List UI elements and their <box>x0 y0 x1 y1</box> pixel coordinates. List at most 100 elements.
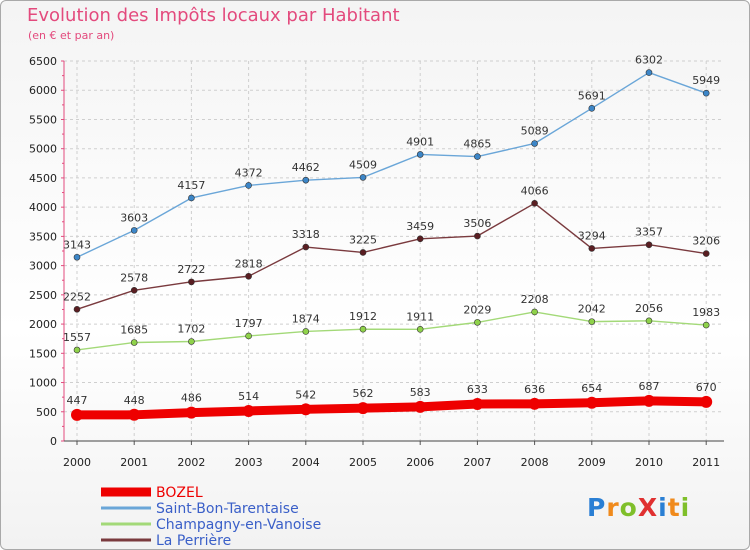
data-labels: 3143 3603 4157 4372 4462 4509 4901 4865 5089 5691… <box>63 54 720 407</box>
y-tick-label: 3500 <box>29 230 57 243</box>
data-point <box>357 402 369 415</box>
logo-letter: r <box>606 493 620 522</box>
data-point <box>700 395 713 408</box>
data-point <box>531 199 538 207</box>
x-tick-label: 2000 <box>63 456 91 469</box>
y-tick-label: 5500 <box>29 113 57 126</box>
data-point <box>73 346 81 354</box>
data-point <box>588 104 596 112</box>
chart-title: Evolution des Impôts locaux par Habitant <box>27 5 400 26</box>
data-point <box>528 397 541 410</box>
data-label: 2208 <box>521 293 549 306</box>
data-label: 2042 <box>578 303 606 316</box>
data-point <box>643 394 655 407</box>
data-label: 447 <box>67 394 88 407</box>
data-point <box>702 89 710 97</box>
logo-letter: X <box>637 493 659 522</box>
data-point <box>416 325 424 333</box>
data-label: 4901 <box>406 135 434 148</box>
data-point <box>299 403 312 416</box>
data-label: 3459 <box>406 220 434 233</box>
data-label: 4157 <box>177 179 205 192</box>
data-label: 2818 <box>235 257 263 270</box>
data-label: 1983 <box>692 306 720 319</box>
axes: 0 500 1000 1500 2000 2500 3000 3500 4000 4500 5000… <box>29 55 724 469</box>
data-label: 4462 <box>292 161 320 174</box>
data-point <box>359 325 367 333</box>
y-tick-label: 4000 <box>29 201 57 214</box>
x-tick-label: 2005 <box>349 456 377 469</box>
y-tick-label: 1500 <box>29 347 57 360</box>
logo-letter: i <box>658 493 668 522</box>
y-tick-label: 2000 <box>29 318 57 331</box>
data-point <box>130 339 138 346</box>
x-tick-label: 2003 <box>235 456 263 469</box>
data-label: 1911 <box>406 310 434 323</box>
data-point <box>302 176 310 184</box>
data-label: 3506 <box>463 217 491 230</box>
data-label: 6302 <box>635 54 663 67</box>
data-label: 633 <box>467 383 488 396</box>
y-tick-label: 5000 <box>29 143 57 156</box>
data-point <box>645 69 653 76</box>
data-point <box>359 174 367 181</box>
data-label: 2722 <box>177 263 205 276</box>
data-point <box>702 321 710 329</box>
y-tick-label: 4500 <box>29 172 57 185</box>
data-label: 654 <box>581 382 602 395</box>
data-label: 2578 <box>120 271 148 284</box>
data-label: 448 <box>124 394 145 407</box>
data-label: 636 <box>524 383 545 396</box>
data-point <box>245 272 252 280</box>
data-label: 2056 <box>635 302 663 315</box>
data-label: 1912 <box>349 310 377 323</box>
data-label: 1702 <box>177 322 205 335</box>
data-label: 5949 <box>692 74 720 87</box>
data-point <box>130 286 138 294</box>
series-line-1 <box>76 71 707 258</box>
data-label: 542 <box>295 388 316 401</box>
data-point <box>130 227 138 234</box>
data-label: 4372 <box>235 166 263 179</box>
data-point <box>531 308 538 316</box>
y-tick-label: 6500 <box>29 55 57 68</box>
y-tick-label: 500 <box>36 406 57 419</box>
data-point <box>128 408 141 421</box>
x-tick-label: 2006 <box>406 456 434 469</box>
data-label: 3357 <box>635 226 663 239</box>
y-tick-label: 6000 <box>29 84 57 97</box>
data-point <box>416 151 424 158</box>
x-tick-label: 2007 <box>463 456 491 469</box>
data-label: 1874 <box>292 312 320 325</box>
data-point <box>588 245 596 252</box>
chart-subtitle: (en € et par an) <box>28 29 115 42</box>
data-label: 3143 <box>63 238 91 251</box>
legend-entry: La Perrière <box>156 533 231 549</box>
data-label: 2029 <box>463 303 491 316</box>
data-point <box>185 406 198 419</box>
x-tick-label: 2008 <box>521 456 549 469</box>
data-point <box>414 400 427 413</box>
data-label: 3603 <box>120 211 148 224</box>
data-label: 4066 <box>521 184 549 197</box>
data-point <box>73 253 81 261</box>
logo-letter: P <box>587 493 607 522</box>
data-point <box>531 140 538 147</box>
series-line-2 <box>76 311 707 351</box>
logo-letter: t <box>667 493 681 522</box>
data-point <box>188 338 195 345</box>
legend-entry: BOZEL <box>156 485 203 501</box>
data-label: 5089 <box>521 124 549 137</box>
data-label: 3294 <box>578 229 606 242</box>
data-label: 687 <box>639 380 660 393</box>
data-label: 670 <box>696 381 717 394</box>
data-label: 1797 <box>235 317 263 330</box>
data-label: 583 <box>410 386 431 399</box>
data-point <box>474 153 481 160</box>
data-label: 2252 <box>63 290 91 303</box>
data-point <box>471 397 484 410</box>
y-tick-label: 0 <box>50 435 57 448</box>
data-point <box>245 332 252 340</box>
